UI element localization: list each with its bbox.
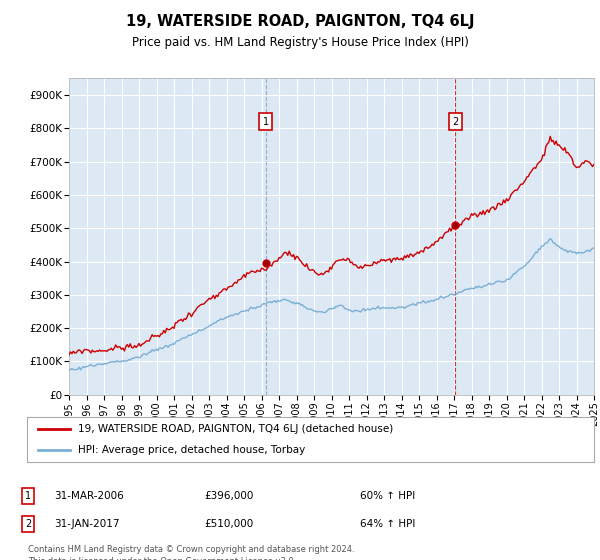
Text: 1: 1 xyxy=(263,116,269,127)
Text: 31-MAR-2006: 31-MAR-2006 xyxy=(54,491,124,501)
Text: 64% ↑ HPI: 64% ↑ HPI xyxy=(360,519,415,529)
Text: HPI: Average price, detached house, Torbay: HPI: Average price, detached house, Torb… xyxy=(78,445,305,455)
Text: 60% ↑ HPI: 60% ↑ HPI xyxy=(360,491,415,501)
Text: £510,000: £510,000 xyxy=(204,519,253,529)
Text: Price paid vs. HM Land Registry's House Price Index (HPI): Price paid vs. HM Land Registry's House … xyxy=(131,36,469,49)
Text: 2: 2 xyxy=(25,519,31,529)
Text: £396,000: £396,000 xyxy=(204,491,253,501)
Text: 31-JAN-2017: 31-JAN-2017 xyxy=(54,519,119,529)
Text: Contains HM Land Registry data © Crown copyright and database right 2024.
This d: Contains HM Land Registry data © Crown c… xyxy=(28,545,355,560)
Text: 19, WATERSIDE ROAD, PAIGNTON, TQ4 6LJ: 19, WATERSIDE ROAD, PAIGNTON, TQ4 6LJ xyxy=(126,14,474,29)
Text: 2: 2 xyxy=(452,116,458,127)
Text: 19, WATERSIDE ROAD, PAIGNTON, TQ4 6LJ (detached house): 19, WATERSIDE ROAD, PAIGNTON, TQ4 6LJ (d… xyxy=(78,424,393,435)
Text: 1: 1 xyxy=(25,491,31,501)
